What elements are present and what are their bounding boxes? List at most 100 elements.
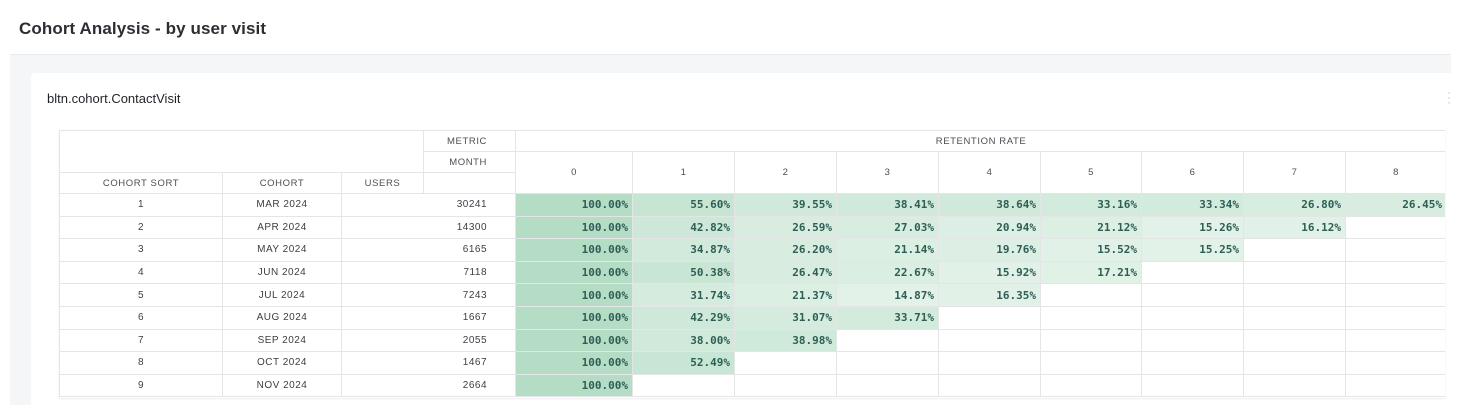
retention-cell[interactable]: 31.07% <box>734 305 838 330</box>
cohort-sort-cell: 5 <box>59 283 223 307</box>
retention-cell[interactable]: 55.60% <box>632 193 736 217</box>
empty-cell <box>938 305 1042 330</box>
empty-cell <box>1345 373 1445 398</box>
cohort-cell: JUL 2024 <box>222 283 342 307</box>
month-header-7[interactable]: 7 <box>1243 151 1347 194</box>
empty-cell <box>1141 305 1245 330</box>
empty-cell <box>1243 328 1347 353</box>
cohort-cell: MAR 2024 <box>222 193 342 217</box>
month-header-8[interactable]: 8 <box>1345 151 1445 194</box>
retention-cell[interactable]: 100.00% <box>515 283 634 307</box>
retention-cell[interactable]: 21.37% <box>734 283 838 307</box>
empty-cell <box>1141 283 1245 307</box>
retention-cell[interactable]: 42.82% <box>632 215 736 240</box>
empty-cell <box>1141 373 1245 398</box>
cohort-cell: SEP 2024 <box>222 328 342 353</box>
retention-cell[interactable]: 33.34% <box>1141 193 1245 217</box>
retention-cell[interactable]: 16.12% <box>1243 215 1347 240</box>
retention-cell[interactable]: 16.35% <box>938 283 1042 307</box>
retention-cell[interactable]: 34.87% <box>632 238 736 262</box>
empty-cell <box>734 373 838 398</box>
retention-cell[interactable]: 15.26% <box>1141 215 1245 240</box>
users-cell: 6165 <box>340 238 517 262</box>
retention-cell[interactable]: 31.74% <box>632 283 736 307</box>
month-header-spacer <box>423 172 517 194</box>
retention-cell[interactable]: 26.20% <box>734 238 838 262</box>
month-header-5[interactable]: 5 <box>1040 151 1143 194</box>
retention-cell[interactable]: 52.49% <box>632 351 736 375</box>
table-row: 3 MAY 2024 6165 100.00% 34.87% 26.20% 21.14% 19… <box>59 238 1445 262</box>
empty-cell <box>1040 373 1143 398</box>
empty-cell <box>1141 351 1245 375</box>
retention-cell[interactable]: 38.00% <box>632 328 736 353</box>
month-header-1[interactable]: 1 <box>632 151 736 194</box>
retention-cell[interactable]: 26.80% <box>1243 193 1347 217</box>
more-options-icon[interactable]: · · · <box>1447 85 1451 109</box>
cohort-sort-cell: 1 <box>59 193 223 217</box>
retention-cell[interactable]: 27.03% <box>836 215 940 240</box>
retention-cell[interactable]: 15.52% <box>1040 238 1143 262</box>
empty-cell <box>1040 351 1143 375</box>
retention-cell[interactable]: 100.00% <box>515 373 634 398</box>
retention-cell[interactable]: 26.45% <box>1345 193 1445 217</box>
retention-cell[interactable]: 26.59% <box>734 215 838 240</box>
table-row: 9 NOV 2024 2664 100.00% <box>59 373 1445 398</box>
retention-cell[interactable]: 100.00% <box>515 260 634 285</box>
retention-cell[interactable]: 100.00% <box>515 328 634 353</box>
retention-cell[interactable]: 50.38% <box>632 260 736 285</box>
retention-cell[interactable]: 42.29% <box>632 305 736 330</box>
retention-cell[interactable]: 100.00% <box>515 238 634 262</box>
retention-cell[interactable]: 15.92% <box>938 260 1042 285</box>
users-cell: 30241 <box>340 193 517 217</box>
month-header-6[interactable]: 6 <box>1141 151 1245 194</box>
retention-cell[interactable]: 100.00% <box>515 351 634 375</box>
retention-cell[interactable]: 20.94% <box>938 215 1042 240</box>
retention-cell[interactable]: 19.76% <box>938 238 1042 262</box>
retention-cell[interactable]: 100.00% <box>515 305 634 330</box>
card-title: bltn.cohort.ContactVisit <box>47 91 181 106</box>
retention-cell[interactable]: 38.64% <box>938 193 1042 217</box>
month-header-0[interactable]: 0 <box>515 151 634 194</box>
empty-cell <box>734 351 838 375</box>
table-row: 4 JUN 2024 7118 100.00% 50.38% 26.47% 22.67% 15… <box>59 260 1445 285</box>
column-header-cohort-sort[interactable]: COHORT SORT <box>59 172 223 194</box>
empty-cell <box>1040 283 1143 307</box>
retention-cell[interactable]: 33.16% <box>1040 193 1143 217</box>
column-header-cohort[interactable]: COHORT <box>222 172 342 194</box>
empty-cell <box>938 328 1042 353</box>
retention-cell[interactable]: 17.21% <box>1040 260 1143 285</box>
month-header-4[interactable]: 4 <box>938 151 1042 194</box>
table-row: 2 APR 2024 14300 100.00% 42.82% 26.59% 27.03% 2… <box>59 215 1445 240</box>
table-row: 8 OCT 2024 1467 100.00% 52.49% <box>59 351 1445 375</box>
table-row: 5 JUL 2024 7243 100.00% 31.74% 21.37% 14.87% 16… <box>59 283 1445 307</box>
retention-cell[interactable]: 15.25% <box>1141 238 1245 262</box>
table-row: 7 SEP 2024 2055 100.00% 38.00% 38.98% <box>59 328 1445 353</box>
retention-cell[interactable]: 21.12% <box>1040 215 1143 240</box>
users-cell: 1467 <box>340 351 517 375</box>
empty-cell <box>836 351 940 375</box>
empty-cell <box>1141 260 1245 285</box>
retention-cell[interactable]: 33.71% <box>836 305 940 330</box>
retention-cell[interactable]: 26.47% <box>734 260 838 285</box>
month-header-3[interactable]: 3 <box>836 151 940 194</box>
retention-cell[interactable]: 14.87% <box>836 283 940 307</box>
cohort-sort-cell: 2 <box>59 215 223 240</box>
retention-cell[interactable]: 39.55% <box>734 193 838 217</box>
empty-cell <box>938 351 1042 375</box>
cohort-cell: NOV 2024 <box>222 373 342 398</box>
empty-cell <box>1243 373 1347 398</box>
retention-cell[interactable]: 38.41% <box>836 193 940 217</box>
empty-cell <box>1243 260 1347 285</box>
retention-cell[interactable]: 21.14% <box>836 238 940 262</box>
retention-cell[interactable]: 38.98% <box>734 328 838 353</box>
cohort-sort-cell: 4 <box>59 260 223 285</box>
metric-label: METRIC <box>423 130 517 152</box>
retention-cell[interactable]: 100.00% <box>515 215 634 240</box>
month-header-2[interactable]: 2 <box>734 151 838 194</box>
empty-cell <box>1040 305 1143 330</box>
column-header-users[interactable]: USERS <box>340 172 425 194</box>
retention-cell[interactable]: 22.67% <box>836 260 940 285</box>
retention-cell[interactable]: 100.00% <box>515 193 634 217</box>
empty-cell <box>938 373 1042 398</box>
